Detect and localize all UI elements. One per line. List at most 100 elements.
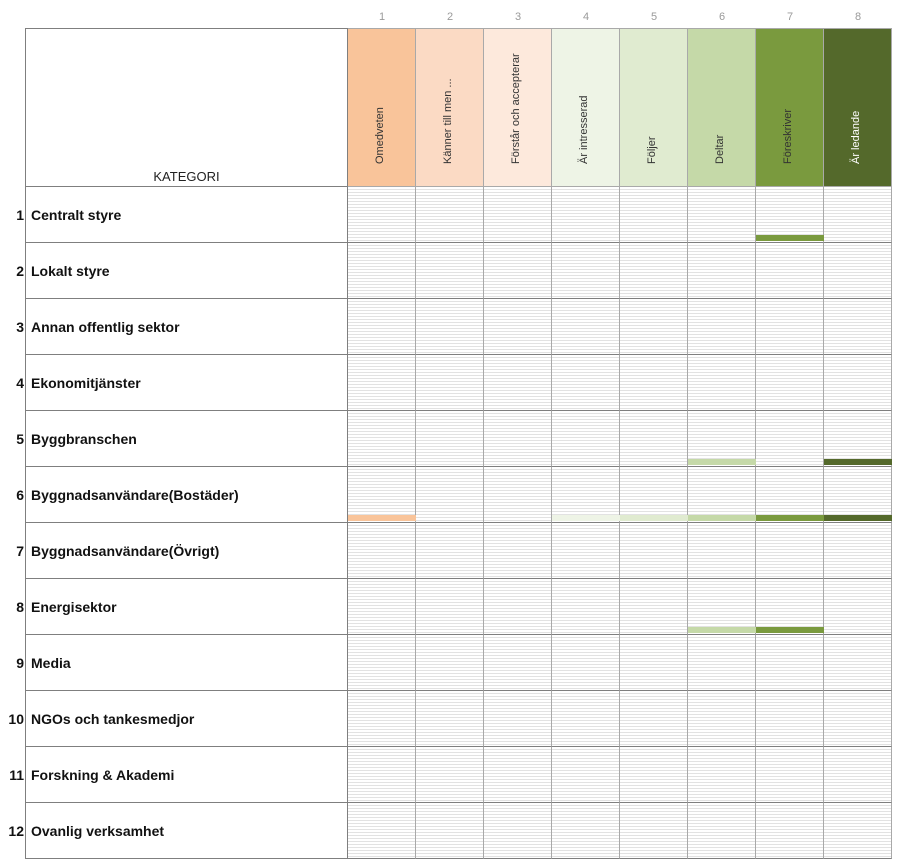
grid-cell[interactable]: [484, 355, 552, 411]
grid-cell[interactable]: [552, 299, 620, 355]
grid-cell[interactable]: [824, 691, 892, 747]
grid-cell[interactable]: [552, 635, 620, 691]
grid-cell[interactable]: [688, 355, 756, 411]
grid-cell[interactable]: [756, 187, 824, 243]
grid-cell[interactable]: [416, 747, 484, 803]
grid-cell[interactable]: [416, 187, 484, 243]
grid-cell[interactable]: [416, 579, 484, 635]
grid-cell[interactable]: [484, 187, 552, 243]
grid-cell[interactable]: [688, 243, 756, 299]
grid-cell[interactable]: [348, 635, 416, 691]
grid-cell[interactable]: [824, 523, 892, 579]
grid-cell[interactable]: [756, 635, 824, 691]
grid-cell[interactable]: [756, 579, 824, 635]
grid-cell[interactable]: [824, 299, 892, 355]
grid-cell[interactable]: [756, 411, 824, 467]
grid-cell[interactable]: [552, 411, 620, 467]
grid-cell[interactable]: [824, 579, 892, 635]
grid-cell[interactable]: [484, 803, 552, 859]
category-label: Media: [25, 635, 348, 691]
grid-cell[interactable]: [824, 355, 892, 411]
row-number: 9: [16, 655, 24, 671]
grid-cell[interactable]: [348, 747, 416, 803]
grid-cell[interactable]: [620, 355, 688, 411]
grid-cell[interactable]: [688, 523, 756, 579]
grid-cell[interactable]: [484, 523, 552, 579]
grid-cell[interactable]: [552, 467, 620, 523]
grid-cell[interactable]: [348, 579, 416, 635]
grid-cell[interactable]: [620, 523, 688, 579]
grid-cell[interactable]: [688, 299, 756, 355]
grid-cell[interactable]: [620, 579, 688, 635]
grid-cell[interactable]: [552, 579, 620, 635]
category-label: Byggnadsanvändare(Bostäder): [25, 467, 348, 523]
grid-cell[interactable]: [484, 411, 552, 467]
grid-cell[interactable]: [348, 803, 416, 859]
grid-cell[interactable]: [824, 635, 892, 691]
grid-cell[interactable]: [348, 243, 416, 299]
grid-cell[interactable]: [484, 747, 552, 803]
grid-cell[interactable]: [552, 243, 620, 299]
grid-cell[interactable]: [620, 243, 688, 299]
grid-cell[interactable]: [756, 691, 824, 747]
grid-cell[interactable]: [756, 467, 824, 523]
grid-cell[interactable]: [348, 691, 416, 747]
grid-cell[interactable]: [620, 691, 688, 747]
grid-cell[interactable]: [416, 803, 484, 859]
grid-cell[interactable]: [620, 187, 688, 243]
grid-cell[interactable]: [552, 747, 620, 803]
grid-cell[interactable]: [416, 299, 484, 355]
grid-cell[interactable]: [756, 803, 824, 859]
grid-cell[interactable]: [484, 635, 552, 691]
grid-cell[interactable]: [620, 747, 688, 803]
grid-cell[interactable]: [756, 243, 824, 299]
grid-cell[interactable]: [620, 635, 688, 691]
grid-cell[interactable]: [688, 411, 756, 467]
grid-cell[interactable]: [824, 803, 892, 859]
grid-cell[interactable]: [552, 187, 620, 243]
grid-cell[interactable]: [756, 299, 824, 355]
grid-cell[interactable]: [484, 467, 552, 523]
grid-cell[interactable]: [416, 355, 484, 411]
grid-cell[interactable]: [756, 355, 824, 411]
grid-cell[interactable]: [688, 187, 756, 243]
grid-cell[interactable]: [688, 803, 756, 859]
grid-cell[interactable]: [484, 299, 552, 355]
grid-cell[interactable]: [552, 691, 620, 747]
grid-cell[interactable]: [688, 579, 756, 635]
grid-cell[interactable]: [416, 243, 484, 299]
grid-cell[interactable]: [484, 691, 552, 747]
grid-cell[interactable]: [756, 747, 824, 803]
grid-cell[interactable]: [824, 243, 892, 299]
level-header-label: Är intresserad: [577, 95, 590, 164]
grid-cell[interactable]: [416, 523, 484, 579]
grid-cell[interactable]: [620, 299, 688, 355]
grid-cell[interactable]: [552, 523, 620, 579]
grid-cell[interactable]: [348, 187, 416, 243]
grid-cell[interactable]: [416, 467, 484, 523]
grid-cell[interactable]: [348, 355, 416, 411]
grid-cell[interactable]: [756, 523, 824, 579]
grid-cell[interactable]: [688, 747, 756, 803]
grid-cell[interactable]: [552, 803, 620, 859]
grid-cell[interactable]: [484, 243, 552, 299]
grid-cell[interactable]: [620, 411, 688, 467]
grid-cell[interactable]: [688, 467, 756, 523]
grid-cell[interactable]: [348, 467, 416, 523]
grid-cell[interactable]: [484, 579, 552, 635]
grid-cell[interactable]: [824, 467, 892, 523]
grid-cell[interactable]: [824, 411, 892, 467]
grid-cell[interactable]: [620, 467, 688, 523]
grid-cell[interactable]: [824, 187, 892, 243]
grid-cell[interactable]: [348, 299, 416, 355]
grid-cell[interactable]: [688, 691, 756, 747]
grid-cell[interactable]: [416, 411, 484, 467]
grid-cell[interactable]: [620, 803, 688, 859]
grid-cell[interactable]: [416, 635, 484, 691]
grid-cell[interactable]: [824, 747, 892, 803]
grid-cell[interactable]: [348, 523, 416, 579]
grid-cell[interactable]: [416, 691, 484, 747]
grid-cell[interactable]: [348, 411, 416, 467]
grid-cell[interactable]: [688, 635, 756, 691]
grid-cell[interactable]: [552, 355, 620, 411]
